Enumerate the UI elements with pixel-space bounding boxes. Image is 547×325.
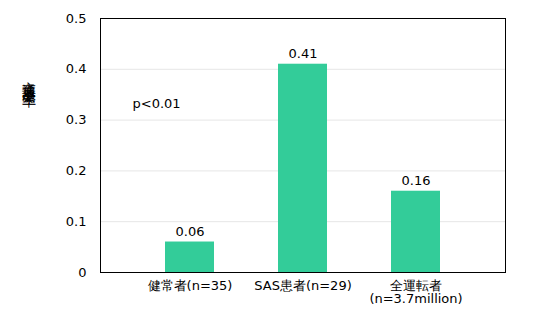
svg-text:全運転者(n=3.7million): 全運転者(n=3.7million) — [369, 278, 462, 306]
svg-text:0.3: 0.3 — [66, 112, 87, 127]
svg-text:0.06: 0.06 — [176, 224, 205, 239]
svg-text:0.16: 0.16 — [402, 173, 431, 188]
svg-text:0: 0 — [78, 265, 86, 280]
svg-text:0.2: 0.2 — [66, 163, 87, 178]
svg-text:0.41: 0.41 — [289, 46, 318, 61]
html-text:交通事故発生率: 交通事故発生率 — [21, 70, 37, 84]
svg-text:p<0.01: p<0.01 — [133, 96, 181, 111]
svg-text:0.5: 0.5 — [66, 11, 87, 26]
svg-text:SAS患者(n=29): SAS患者(n=29) — [254, 278, 351, 293]
svg-text:健常者(n=35): 健常者(n=35) — [148, 278, 233, 293]
svg-text:0.1: 0.1 — [66, 214, 87, 229]
svg-text:0.4: 0.4 — [66, 61, 87, 76]
